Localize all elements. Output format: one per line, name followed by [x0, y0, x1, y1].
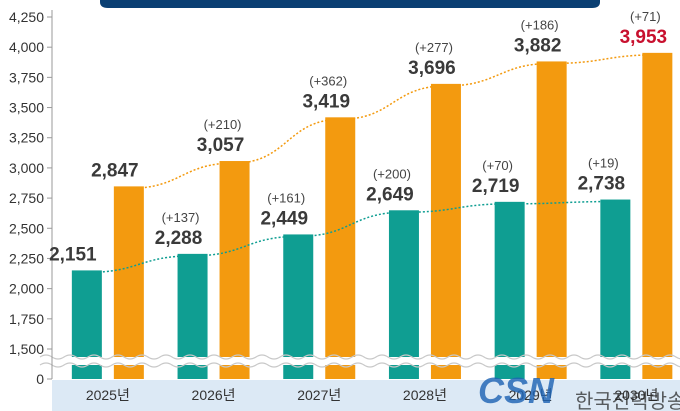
x-tick-label: 2026년 — [192, 387, 236, 403]
break-wave-top — [39, 354, 680, 360]
y-tick-label: 2,250 — [9, 250, 44, 266]
bars-layer — [39, 52, 680, 380]
x-tick-label: 2029년 — [509, 387, 553, 403]
data-label: 2,649 — [366, 184, 414, 205]
change-label: (+161) — [267, 190, 305, 205]
bar — [536, 61, 567, 379]
y-tick-label: 4,250 — [9, 9, 44, 25]
bar — [113, 186, 144, 379]
x-tick-label: 2028년 — [403, 387, 447, 403]
y-tick-label: 4,000 — [9, 39, 44, 55]
y-tick-label: 3,000 — [9, 160, 44, 176]
change-label: (+200) — [373, 166, 411, 181]
logo-text: CSN — [478, 370, 555, 411]
y-tick-label: 0 — [36, 371, 44, 387]
header-banner — [100, 0, 600, 8]
bar — [494, 201, 525, 379]
logo-caption: 한국전력방송 — [575, 390, 680, 411]
data-label: 3,953 — [620, 27, 668, 48]
bar — [388, 210, 419, 379]
break-fill — [40, 357, 680, 365]
data-label: 3,057 — [197, 135, 245, 156]
x-tick-label: 2025년 — [86, 387, 130, 403]
bar — [325, 117, 356, 379]
data-label: 2,719 — [472, 176, 520, 197]
y-tick-label: 1,500 — [9, 341, 44, 357]
broadcaster-logo-watermark: CSN 한국전력방송 — [478, 370, 680, 411]
data-label: 2,738 — [578, 174, 626, 195]
y-tick-label: 3,250 — [9, 130, 44, 146]
data-label: 2,288 — [155, 228, 203, 249]
data-label: 3,882 — [514, 35, 562, 56]
data-labels-layer: 2,151 2,288 (+137) 2,449 (+161) 2,649 (+200) 2,… — [49, 9, 667, 266]
data-label: 2,449 — [260, 208, 308, 229]
data-label: 3,696 — [408, 58, 456, 79]
y-tick-label: 3,500 — [9, 100, 44, 116]
change-label: (+186) — [521, 17, 559, 32]
y-tick-label: 1,750 — [9, 311, 44, 327]
bar — [430, 83, 461, 380]
x-tick-label: 2027년 — [297, 387, 341, 403]
change-label: (+71) — [630, 9, 661, 24]
change-label: (+19) — [588, 156, 619, 171]
change-label: (+137) — [162, 210, 200, 225]
change-label: (+277) — [415, 40, 453, 55]
x-axis-labels: 2025년 2026년 2027년 2028년 2029년 2030년 — [86, 387, 659, 403]
change-label: (+70) — [482, 158, 513, 173]
trendline — [86, 200, 616, 274]
break-wave-bottom — [39, 362, 680, 368]
data-label: 2,151 — [49, 244, 97, 265]
x-axis-band — [52, 380, 680, 411]
y-tick-label: 3,750 — [9, 69, 44, 85]
y-axis: 0 1,500 1,750 2,000 2,250 2,500 2,750 3,000 3,25… — [9, 9, 53, 387]
change-label: (+210) — [204, 117, 242, 132]
data-label: 3,419 — [302, 91, 350, 112]
trendline — [128, 54, 658, 190]
trendlines-layer — [86, 54, 658, 274]
y-tick-label: 2,000 — [9, 281, 44, 297]
bar — [600, 199, 631, 379]
bar — [642, 52, 673, 380]
y-tick-label: 2,500 — [9, 220, 44, 236]
bar — [219, 161, 250, 379]
y-tick-label: 2,750 — [9, 190, 44, 206]
axis-break — [39, 354, 680, 368]
data-label: 2,847 — [91, 160, 139, 181]
change-label: (+362) — [309, 73, 347, 88]
x-tick-label: 2030년 — [614, 387, 658, 403]
